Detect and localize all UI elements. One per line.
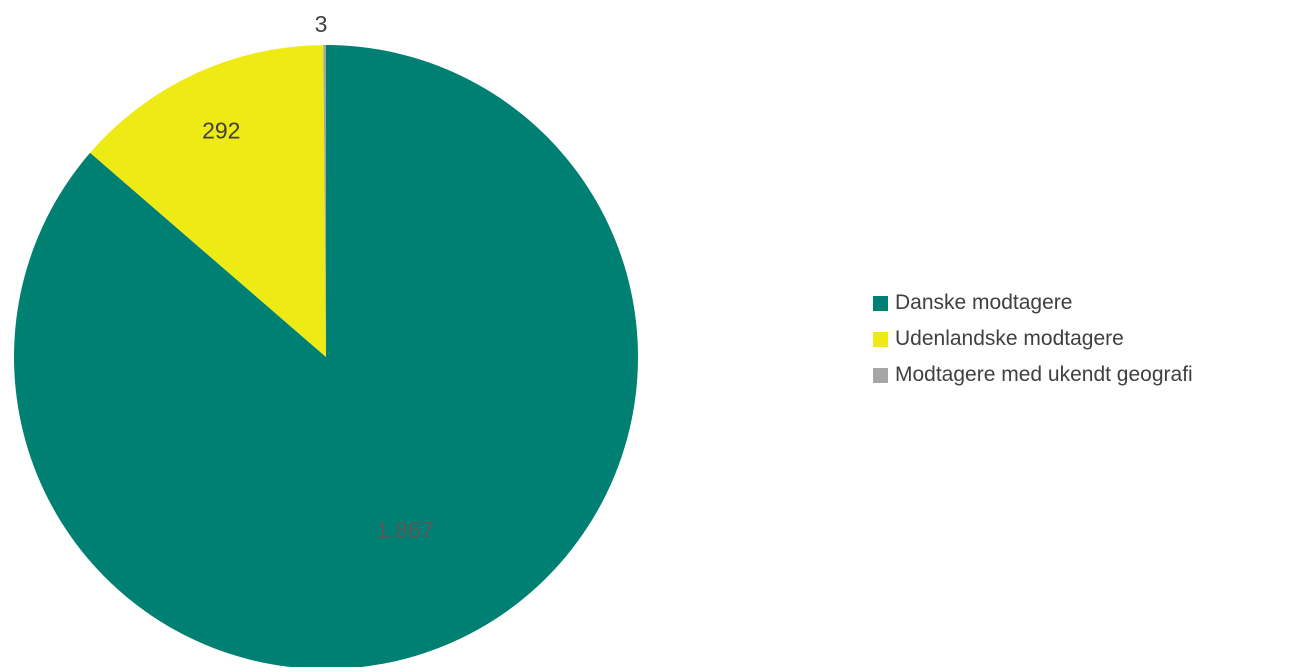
legend-swatch-ukendt-geografi: [873, 367, 888, 383]
legend-label-udenlandske-modtagere: Udenlandske modtagere: [895, 327, 1124, 350]
pie-slices: [14, 45, 638, 669]
pie-data-labels: 1.867 292 3: [202, 11, 434, 543]
data-label-danske-modtagere: 1.867: [376, 517, 434, 543]
legend-item-ukendt-geografi: Modtagere med ukendt geografi: [873, 362, 1193, 388]
data-label-modtagere-med-ukendt-geografi: 3: [315, 11, 328, 37]
pie-slice-udenlandske-modtagere: [90, 45, 326, 357]
legend-swatch-udenlandske-modtagere: [873, 331, 888, 347]
legend-label-ukendt-geografi: Modtagere med ukendt geografi: [895, 363, 1193, 386]
legend: Danske modtagere Udenlandske modtagere M…: [873, 290, 1193, 388]
legend-item-danske-modtagere: Danske modtagere: [873, 290, 1193, 316]
legend-item-udenlandske-modtagere: Udenlandske modtagere: [873, 326, 1193, 352]
legend-swatch-danske-modtagere: [873, 295, 888, 311]
data-label-udenlandske-modtagere: 292: [202, 117, 240, 143]
pie-slice-modtagere-med-ukendt-geografi: [323, 45, 326, 357]
legend-label-danske-modtagere: Danske modtagere: [895, 291, 1073, 314]
